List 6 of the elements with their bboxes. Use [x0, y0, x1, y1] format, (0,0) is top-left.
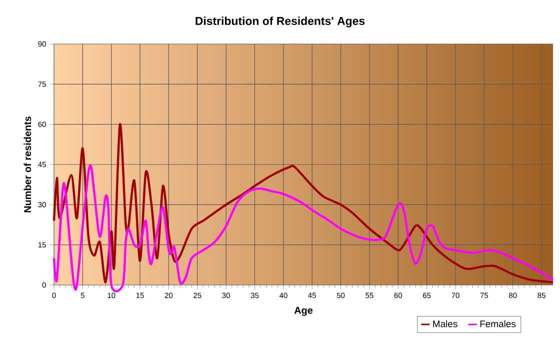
y-axis-title: Number of residents	[24, 116, 32, 212]
legend-label: Males	[433, 320, 458, 328]
x-axis-title: Age	[294, 306, 313, 316]
legend-label: Females	[480, 320, 516, 328]
chart-title: Distribution of Residents' Ages	[196, 16, 365, 28]
line-series	[52, 123, 554, 284]
